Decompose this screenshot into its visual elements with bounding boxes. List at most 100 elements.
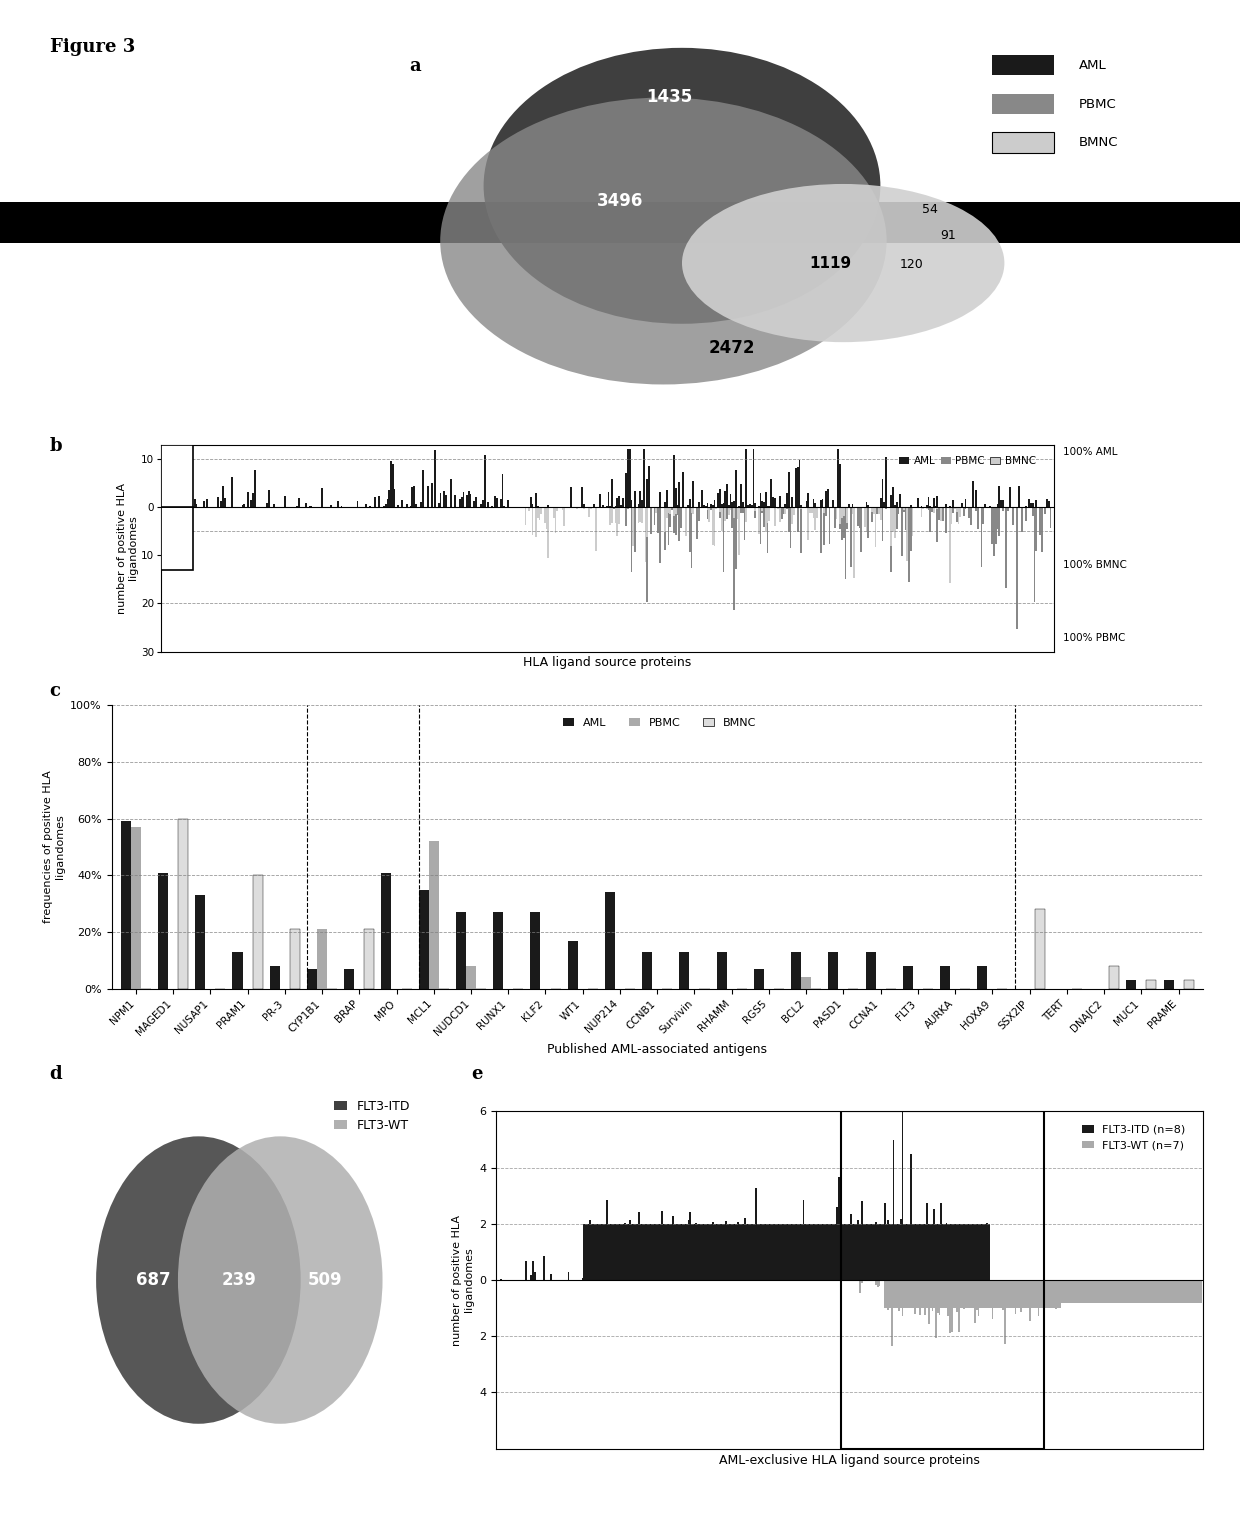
Bar	[914, 1223, 915, 1280]
Bar	[673, 455, 675, 507]
Bar	[1056, 1280, 1059, 1308]
Bar	[609, 507, 611, 524]
Bar	[963, 1223, 965, 1280]
Bar	[749, 504, 750, 507]
Bar	[1081, 1280, 1084, 1303]
Bar	[808, 1223, 810, 1280]
Bar	[985, 1223, 986, 1280]
Bar	[937, 1280, 939, 1312]
Bar	[879, 1280, 880, 1286]
Bar	[832, 1223, 835, 1280]
Bar	[998, 486, 1001, 507]
Bar	[157, 872, 169, 989]
Bar	[754, 969, 764, 989]
Bar	[873, 507, 874, 514]
Bar	[946, 1223, 947, 1280]
Bar	[613, 507, 615, 509]
Bar	[893, 487, 894, 507]
Bar	[913, 1223, 914, 1280]
Bar	[1079, 1280, 1080, 1303]
Bar	[1044, 1280, 1047, 1308]
Bar	[626, 1223, 627, 1280]
Bar	[1007, 507, 1009, 512]
Bar	[923, 1223, 925, 1280]
Bar	[529, 497, 532, 507]
Bar	[841, 507, 843, 540]
Bar	[956, 1280, 959, 1312]
Bar	[997, 1280, 998, 1308]
Bar	[965, 1223, 967, 1280]
Bar	[583, 504, 584, 507]
Bar	[939, 1223, 940, 1280]
Bar	[1105, 1280, 1106, 1303]
Bar	[415, 504, 417, 507]
Bar	[903, 1280, 905, 1308]
Bar	[949, 507, 951, 583]
Bar	[1185, 1280, 1188, 1303]
Bar	[996, 1280, 997, 1308]
Bar	[835, 1223, 836, 1280]
Bar	[366, 504, 367, 507]
Bar	[1035, 1280, 1038, 1308]
Bar	[543, 1256, 544, 1280]
Bar	[852, 1223, 854, 1280]
Bar	[603, 1223, 605, 1280]
Bar	[955, 1223, 956, 1280]
Bar	[663, 1223, 665, 1280]
Bar	[863, 1223, 864, 1280]
Bar	[357, 501, 358, 507]
Bar	[861, 1280, 863, 1283]
Bar	[179, 819, 188, 989]
Bar	[526, 1260, 527, 1280]
Bar	[754, 507, 756, 518]
Bar	[728, 1223, 730, 1280]
Bar	[562, 507, 563, 510]
Bar	[1017, 1280, 1018, 1308]
Bar	[1179, 1280, 1180, 1303]
Bar	[1071, 1280, 1073, 1303]
Bar	[936, 507, 939, 541]
Bar	[885, 507, 887, 509]
Bar	[811, 1223, 813, 1280]
Text: AML: AML	[1079, 58, 1106, 72]
Bar	[608, 492, 609, 507]
Bar	[1184, 980, 1194, 989]
Bar	[928, 1223, 930, 1280]
Bar	[620, 1223, 622, 1280]
Bar	[879, 1223, 880, 1280]
Bar	[779, 495, 781, 507]
Bar	[1156, 1280, 1158, 1303]
Bar	[800, 504, 802, 507]
Bar	[792, 1223, 794, 1280]
Bar	[330, 504, 332, 507]
Bar	[973, 1223, 976, 1280]
Bar	[749, 1223, 751, 1280]
Bar	[926, 507, 928, 509]
Bar	[554, 507, 557, 532]
Bar	[642, 1223, 644, 1280]
Text: 120: 120	[899, 259, 924, 271]
Bar	[665, 507, 666, 532]
Bar	[1109, 1280, 1110, 1303]
Bar	[1009, 1280, 1011, 1308]
Bar	[722, 1223, 723, 1280]
Bar	[655, 1223, 656, 1280]
Bar	[640, 491, 641, 507]
Bar	[875, 1280, 877, 1285]
Bar	[305, 503, 308, 507]
Bar	[903, 507, 905, 510]
Bar	[480, 504, 482, 507]
Bar	[1016, 507, 1018, 629]
Bar	[800, 507, 802, 509]
Bar	[434, 449, 436, 507]
Bar	[791, 952, 801, 989]
Bar	[1011, 1280, 1013, 1308]
Bar	[815, 1223, 817, 1280]
Bar	[823, 507, 825, 514]
Bar	[1006, 507, 1007, 587]
Bar	[889, 1223, 890, 1280]
Bar	[658, 492, 661, 507]
Bar	[800, 507, 802, 553]
Bar	[646, 507, 649, 537]
Bar	[914, 1280, 915, 1314]
